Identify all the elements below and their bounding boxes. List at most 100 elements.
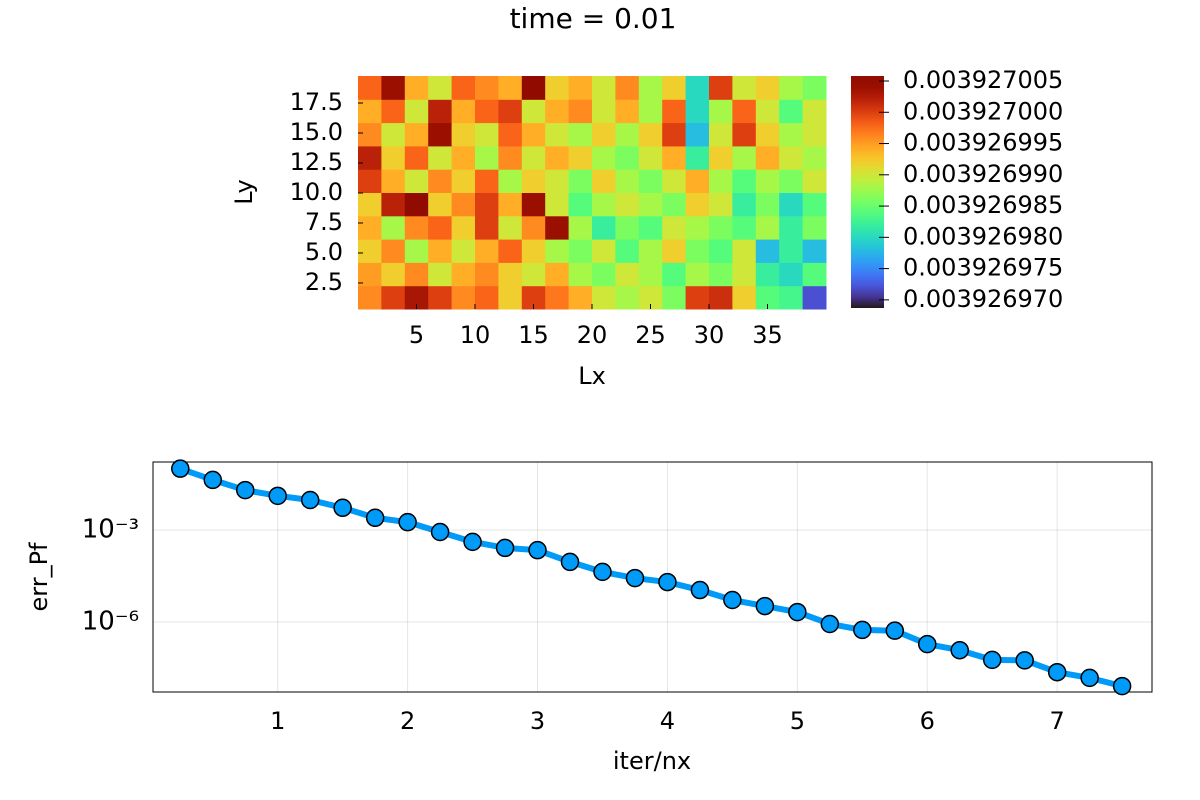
heatmap-cell	[592, 262, 616, 287]
heatmap-cell	[475, 169, 499, 193]
heatmap-cell	[638, 122, 663, 147]
heatmap-cell	[498, 99, 523, 124]
heatmap-cell	[381, 99, 406, 124]
x-tick-label: 35	[752, 321, 783, 349]
heatmap-cell	[568, 122, 593, 147]
heatmap-cell	[732, 122, 757, 147]
heatmap-cell	[428, 262, 453, 287]
heatmap-cell	[685, 99, 710, 124]
heatmap-cell	[428, 169, 453, 193]
heatmap-cell	[451, 192, 476, 217]
marker	[203, 470, 223, 490]
heatmap-cell	[755, 76, 780, 100]
heatmap-cell	[755, 215, 780, 240]
heatmap-cell	[428, 99, 453, 124]
marker	[333, 498, 352, 518]
heatmap-cell	[638, 262, 663, 287]
heatmap-cell	[638, 192, 663, 217]
heatmap-cell	[451, 122, 476, 147]
heatmap-cell	[475, 192, 499, 217]
heatmap-cell	[521, 215, 546, 240]
heatmap-cell	[358, 215, 382, 240]
heatmap-cell	[779, 122, 804, 147]
heatmap-cell	[475, 76, 499, 100]
heatmap-cell	[358, 145, 382, 170]
heatmap-cell	[802, 239, 827, 263]
heatmap-cell	[615, 192, 640, 217]
marker	[268, 486, 287, 506]
heatmap-cell	[568, 99, 593, 124]
y-tick-label: 2.5	[305, 268, 343, 296]
heatmap-cell	[802, 285, 827, 310]
heatmap-cell	[428, 145, 453, 170]
heatmap-cell	[709, 215, 733, 240]
heatmap-cell	[709, 122, 733, 147]
heatmap-cell	[779, 239, 804, 263]
x-tick-label: 1	[270, 707, 285, 735]
heatmap-cell	[755, 192, 780, 217]
heatmap-cell	[685, 76, 710, 100]
heatmap-cell	[732, 239, 757, 263]
x-tick-label: 6	[920, 707, 935, 735]
heatmap-cell	[732, 262, 757, 287]
heatmap-cell	[685, 285, 710, 310]
heatmap-cell	[709, 192, 733, 217]
heatmap-cell	[475, 215, 499, 240]
heatmap-cell	[732, 99, 757, 124]
colorbar-tick-label: 0.003926985	[903, 191, 1063, 219]
heatmap-cell	[755, 262, 780, 287]
marker	[788, 602, 807, 622]
heatmap-cell	[404, 76, 429, 100]
marker	[495, 538, 515, 558]
heatmap-cell	[545, 262, 570, 287]
heatmap-cell	[662, 145, 687, 170]
heatmap-cell	[709, 99, 733, 124]
y-tick-label: 17.5	[290, 88, 343, 116]
marker	[560, 552, 580, 572]
x-axis-label: Lx	[578, 362, 606, 390]
heatmap-cell	[615, 262, 640, 287]
heatmap-cell	[662, 239, 687, 263]
heatmap-cell	[638, 215, 663, 240]
heatmap-cell	[358, 285, 382, 310]
heatmap-cell	[802, 192, 827, 217]
heatmap-cell	[592, 145, 616, 170]
heatmap-cell	[615, 99, 640, 124]
heatmap-cell	[358, 122, 382, 147]
heatmap-cell	[615, 239, 640, 263]
heatmap-cell	[451, 215, 476, 240]
x-tick-label: 15	[518, 321, 549, 349]
heatmap-cell	[592, 215, 616, 240]
heatmap-cell	[802, 145, 827, 170]
heatmap-cell	[592, 122, 616, 147]
heatmap-cell	[404, 215, 429, 240]
heatmap-cell	[662, 262, 687, 287]
colorbar-tick-label: 0.003926970	[903, 285, 1063, 313]
x-tick-label: 20	[577, 321, 608, 349]
heatmap-cell	[802, 76, 827, 100]
x-tick-label: 4	[660, 707, 675, 735]
marker	[593, 562, 612, 582]
heatmap-cell	[498, 192, 523, 217]
heatmap-cell	[545, 76, 570, 100]
heatmap-cell	[498, 145, 523, 170]
heatmap-cell	[428, 239, 453, 263]
marker	[235, 480, 255, 500]
heatmap-cell	[592, 99, 616, 124]
heatmap-cell	[521, 99, 546, 124]
heatmap-cell	[638, 169, 663, 193]
heatmap-cell	[802, 215, 827, 240]
y-tick-label: 12.5	[290, 148, 343, 176]
heatmap-cell	[545, 145, 570, 170]
x-tick-label: 2	[400, 707, 415, 735]
heatmap-cell	[381, 192, 406, 217]
x-tick-label: 30	[694, 321, 725, 349]
heatmap-cell	[802, 169, 827, 193]
heatmap-cell	[755, 169, 780, 193]
heatmap-cell	[568, 169, 593, 193]
heatmap-cell	[521, 262, 546, 287]
colorbar-tick-label: 0.003926990	[903, 160, 1063, 188]
heatmap-cell	[615, 169, 640, 193]
y-tick-label: 5.0	[305, 238, 343, 266]
heatmap-cell	[755, 122, 780, 147]
